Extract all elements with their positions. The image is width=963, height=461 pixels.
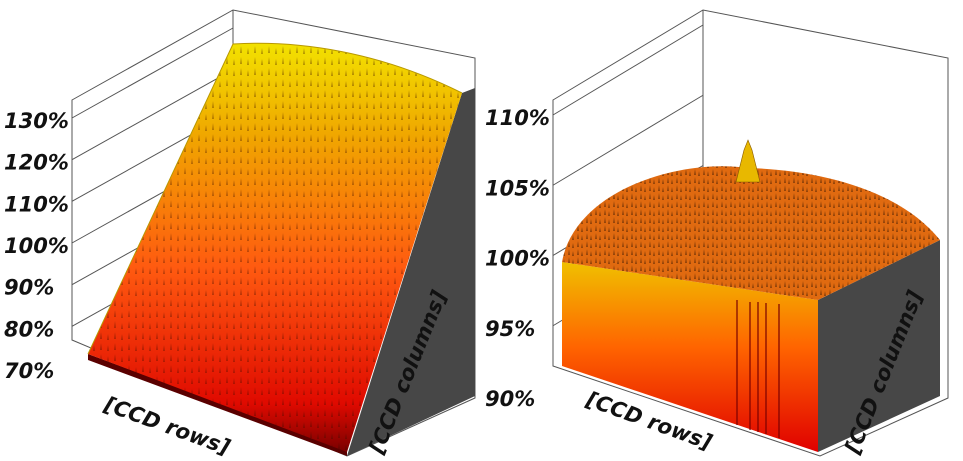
chart-right-side-face [818, 240, 940, 452]
chart-right-z-tick: 90% [485, 387, 535, 411]
chart-left-side-face [347, 88, 475, 456]
chart-right-z-tick: 95% [485, 317, 535, 341]
chart-right-surface-texture [562, 166, 940, 300]
chart-left-z-tick: 130% [4, 109, 69, 133]
gridline [552, 24, 704, 116]
chart-right-front-streaks [736, 300, 780, 438]
chart-left-base-front [88, 354, 347, 456]
chart-right: 90%95%100%105%110% [CCD rows] [CCD colum… [485, 9, 949, 458]
chart-right-z-ticks: 90% 95% 100% 105% 110% [485, 106, 550, 411]
chart-left: 70%80%90%100%110%120%130% [CCD rows] [CC… [4, 9, 476, 460]
chart-left-z-ticks: 70% 80% 90% 100% 110% 120% 130% [4, 109, 69, 383]
chart-right-peak [735, 139, 761, 183]
chart-right-z-tick: 100% [485, 247, 550, 271]
chart-right-z-tick: 105% [485, 176, 550, 200]
chart-right-z-tick: 110% [485, 106, 550, 130]
gridline [71, 69, 234, 161]
chart-left-z-tick: 90% [4, 276, 54, 300]
gridline [71, 27, 234, 119]
chart-left-surface-texture [88, 43, 462, 453]
chart-left-z-tick: 110% [4, 192, 69, 216]
chart-right-front-wall [562, 262, 818, 452]
chart-left-z-tick: 80% [4, 317, 54, 341]
chart-left-z-tick: 70% [4, 359, 54, 383]
chart-left-z-tick: 100% [4, 234, 69, 258]
chart-left-z-tick: 120% [4, 151, 69, 175]
gridline [552, 94, 704, 186]
